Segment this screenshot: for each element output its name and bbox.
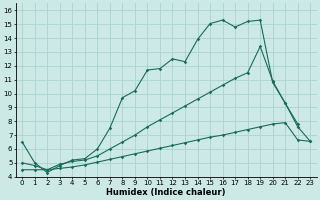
X-axis label: Humidex (Indice chaleur): Humidex (Indice chaleur): [107, 188, 226, 197]
